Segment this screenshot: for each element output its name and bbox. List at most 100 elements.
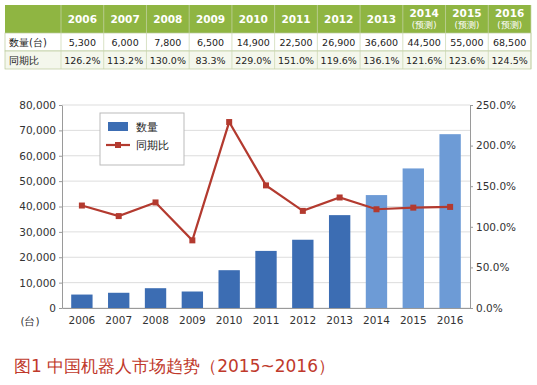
bar (108, 293, 129, 308)
tick: 2013 (326, 308, 353, 326)
tick: 2011 (253, 308, 280, 326)
table-header: 2007 (110, 13, 139, 25)
table-header: (预测) (455, 20, 480, 30)
table-header: 2010 (239, 13, 268, 25)
tick-label: 2013 (326, 314, 353, 326)
table-col-line (488, 5, 489, 69)
table-header: (预测) (497, 20, 522, 30)
table-cell: 119.6% (321, 55, 357, 66)
marker (263, 182, 269, 188)
table-header: 2011 (281, 13, 310, 25)
table-col-line (146, 5, 147, 69)
table-col-line (231, 5, 232, 69)
table-cell: 124.5% (492, 55, 528, 66)
table-header: 2006 (68, 13, 97, 25)
tick-label: 70,000 (19, 124, 56, 136)
table-cell: 36,600 (365, 37, 398, 48)
table-cell: 55,000 (450, 37, 483, 48)
bar (366, 195, 387, 308)
table-header: 2008 (153, 13, 182, 25)
bar (329, 215, 350, 308)
table-col-line (61, 5, 62, 69)
tick-label: 0 (49, 302, 56, 314)
tick: 60,000 (19, 150, 62, 162)
bar (403, 168, 424, 308)
tick: 2009 (179, 308, 206, 326)
chart-title: 图1 中国机器人市场趋势（2015~2016） (14, 356, 335, 376)
tick: 2006 (69, 308, 96, 326)
tick: 30,000 (19, 226, 62, 238)
tick-label: 30,000 (19, 226, 56, 238)
tick-label: 2009 (179, 314, 206, 326)
tick-mark (470, 146, 473, 147)
axis-line (63, 308, 471, 309)
tick-label: 2008 (142, 314, 169, 326)
table-cell: 22,500 (279, 37, 312, 48)
legend-box (100, 113, 184, 165)
marker (116, 213, 122, 219)
tick-mark (59, 105, 62, 106)
table-cell: 6,500 (197, 37, 224, 48)
legend-marker (115, 142, 121, 148)
legend-label: 数量 (136, 121, 158, 134)
bar (71, 295, 92, 308)
tick: 2015 (400, 308, 427, 326)
table-cell: 44,500 (408, 37, 441, 48)
table-col-line (445, 5, 446, 69)
tick-mark (59, 181, 62, 182)
tick: 0.0% (470, 302, 503, 314)
tick-mark (470, 105, 473, 106)
table-header: 2009 (196, 13, 225, 25)
tick-label: 50,000 (19, 175, 56, 187)
table-cell: 26,900 (322, 37, 355, 48)
tick-label: 0.0% (476, 302, 503, 314)
axis-title: (台) (20, 315, 39, 327)
grid-line (62, 105, 470, 106)
table-cell: 14,900 (237, 37, 270, 48)
table-header: 2013 (367, 13, 396, 25)
legend-swatch (108, 122, 128, 131)
table-row-bg (5, 33, 531, 51)
tick-mark (59, 308, 62, 309)
table-cell: 5,300 (69, 37, 96, 48)
tick-mark (59, 232, 62, 233)
marker (79, 203, 85, 209)
bar (182, 292, 203, 308)
tick-label: 40,000 (19, 200, 56, 212)
tick-label: 2012 (289, 314, 316, 326)
tick-mark (470, 227, 473, 228)
table-cell: 136.1% (363, 55, 399, 66)
marker (373, 206, 379, 212)
marker (189, 237, 195, 243)
tick: 100.0% (470, 221, 516, 233)
tick: 2007 (105, 308, 132, 326)
tick: 80,000 (19, 99, 62, 111)
table-header: 2016 (495, 7, 524, 19)
tick: 50,000 (19, 175, 62, 187)
bar (439, 134, 460, 308)
tick-label: 200.0% (476, 139, 516, 151)
grid (62, 105, 470, 308)
tick-label: 2014 (363, 314, 390, 326)
table-col-line (274, 5, 275, 69)
table-row-label: 同期比 (9, 55, 39, 66)
tick: 2014 (363, 308, 390, 326)
tick-label: 2015 (400, 314, 427, 326)
legend: 数量同期比 (100, 113, 184, 165)
tick: 40,000 (19, 200, 62, 212)
tick-label: 2006 (69, 314, 96, 326)
table-header-bg (5, 5, 531, 33)
tick: 20,000 (19, 251, 62, 263)
legend-label: 同期比 (136, 139, 169, 152)
table-cell: 151.0% (278, 55, 314, 66)
line (82, 122, 450, 240)
tick: 2008 (142, 308, 169, 326)
tick-label: 10,000 (19, 276, 56, 288)
tick: 250.0% (470, 99, 516, 111)
axis-line (470, 106, 471, 309)
tick: 70,000 (19, 124, 62, 136)
table-cell: 113.2% (107, 55, 143, 66)
data-table: 200620072008200920102011201220132014(预测)… (5, 5, 531, 69)
tick-mark (59, 283, 62, 284)
tick: 0 (49, 302, 62, 314)
